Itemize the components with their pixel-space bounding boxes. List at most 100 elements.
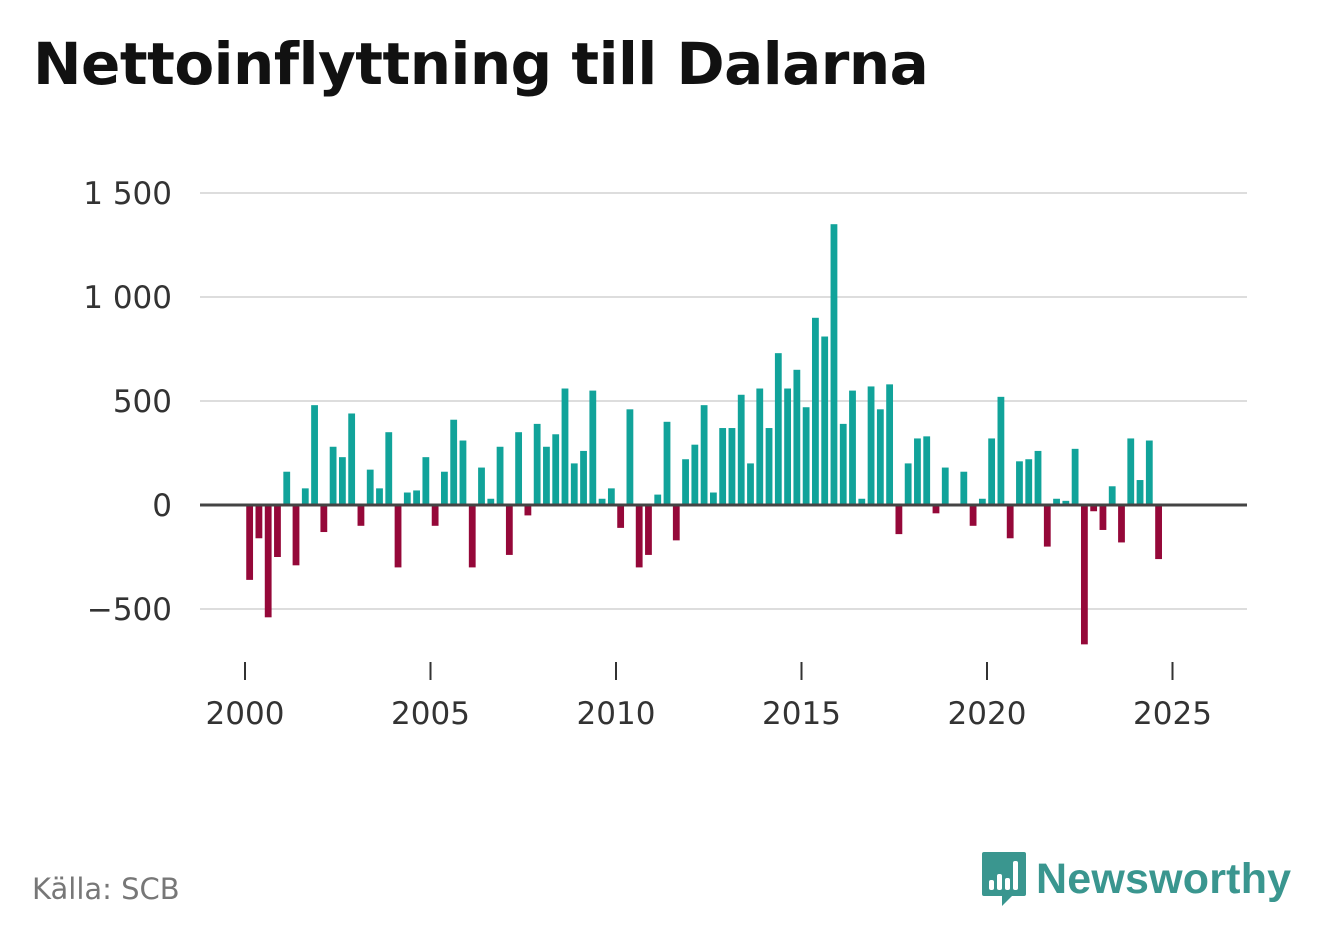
bar (1090, 505, 1098, 512)
bar (468, 505, 476, 568)
bar (988, 438, 996, 505)
bar (533, 423, 541, 505)
bar (301, 488, 309, 505)
source-note: Källa: SCB (32, 872, 180, 906)
bar (997, 396, 1005, 505)
bar (366, 469, 374, 505)
bar (607, 488, 615, 505)
bar (1155, 505, 1162, 560)
bar (255, 505, 263, 539)
bar (858, 498, 866, 505)
bar (561, 388, 569, 505)
bar (598, 498, 606, 505)
bar (663, 421, 671, 505)
bar (1034, 450, 1042, 505)
bar (895, 505, 903, 535)
y-axis-ticks: −500 0 500 1 000 1 500 (83, 176, 172, 628)
bar (1006, 505, 1014, 539)
bar (849, 390, 856, 505)
bar (1127, 438, 1135, 505)
bar (478, 467, 485, 505)
bar (802, 407, 810, 505)
x-tick-label: 2025 (1133, 696, 1212, 732)
bar (793, 369, 801, 505)
bar (654, 494, 662, 505)
bar (552, 434, 560, 505)
bar (320, 505, 328, 533)
bar (645, 505, 652, 555)
bar (264, 505, 272, 618)
x-tick-label: 2015 (762, 696, 841, 732)
bar (969, 505, 977, 526)
bar (960, 471, 968, 505)
bar (626, 409, 634, 505)
bar (1145, 440, 1153, 505)
bar (589, 390, 597, 505)
brand-logo[interactable]: Newsworthy (980, 850, 1291, 908)
x-axis-ticks: 2000 2005 2010 2015 2020 2025 (206, 662, 1212, 732)
bar (376, 488, 383, 505)
bar (1062, 500, 1070, 505)
bar (487, 498, 495, 505)
bar (1080, 505, 1088, 645)
bar (709, 492, 717, 505)
bar (747, 463, 754, 505)
bar (524, 505, 532, 516)
y-tick-label: 1 500 (83, 176, 172, 212)
bar (904, 463, 912, 505)
bar (886, 384, 894, 505)
bar (292, 505, 300, 566)
bar (1043, 505, 1051, 547)
bar (1025, 459, 1033, 505)
x-tick-label: 2005 (391, 696, 470, 732)
bar (385, 432, 393, 505)
bar (737, 394, 745, 505)
bar (876, 409, 884, 505)
y-tick-label: −500 (87, 592, 172, 628)
x-tick-label: 2010 (577, 696, 656, 732)
bar (672, 505, 680, 541)
bar (515, 432, 523, 505)
bar (728, 428, 736, 505)
chart-title: Nettoinflyttning till Dalarna (33, 30, 929, 98)
bar (719, 428, 727, 505)
bar (682, 459, 689, 505)
bar (246, 505, 254, 580)
bar (765, 428, 773, 505)
bar (691, 444, 699, 505)
bar (459, 440, 467, 505)
bar (1099, 505, 1107, 530)
bar (978, 498, 986, 505)
bar (1071, 448, 1079, 505)
bar (812, 317, 819, 505)
brand-name: Newsworthy (1036, 854, 1292, 903)
bar (348, 413, 356, 505)
bar (338, 457, 346, 505)
bar (311, 405, 318, 505)
bar (1136, 480, 1144, 505)
bar-chart-speech-bubble-icon (982, 852, 1026, 906)
bar (839, 423, 847, 505)
y-tick-label: 500 (113, 384, 172, 420)
bar (543, 446, 550, 505)
bar (505, 505, 513, 555)
bar (700, 405, 708, 505)
bar (830, 224, 838, 505)
bar (570, 463, 578, 505)
bar (932, 505, 940, 514)
bar (450, 419, 458, 505)
bar (1108, 486, 1116, 505)
bar (441, 471, 448, 505)
bar (413, 490, 420, 505)
y-tick-label: 0 (152, 488, 172, 524)
bar (941, 467, 949, 505)
bar (580, 450, 587, 505)
bar (394, 505, 402, 568)
x-tick-label: 2020 (948, 696, 1027, 732)
y-tick-label: 1 000 (83, 280, 172, 316)
bar (403, 492, 411, 505)
bar (1118, 505, 1125, 543)
bar (635, 505, 643, 568)
bar (756, 388, 764, 505)
bar (496, 446, 504, 505)
